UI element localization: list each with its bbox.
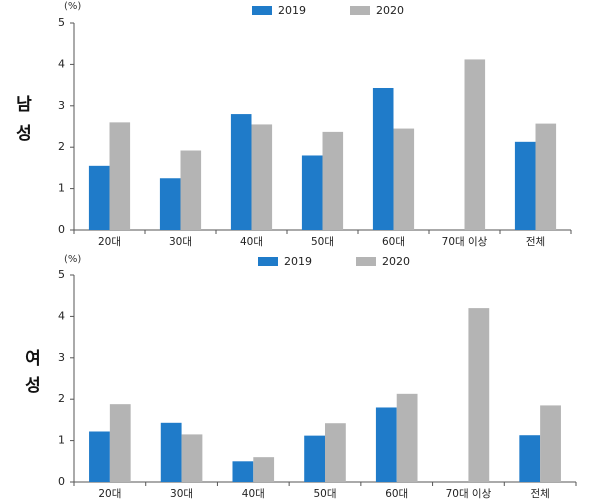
bar-2019-2 — [232, 461, 254, 482]
bar-2020-6 — [535, 123, 557, 230]
x-tick-label: 40대 — [240, 236, 263, 248]
bar-2020-4 — [396, 393, 418, 482]
bar-2020-0 — [109, 404, 131, 482]
panel-label-char-2: 성 — [16, 124, 32, 144]
legend-swatch-2019 — [258, 257, 278, 266]
y-tick-label: 2 — [58, 140, 65, 153]
x-tick-label: 60대 — [382, 236, 405, 248]
bar-2019-4 — [375, 407, 397, 482]
bar-2019-2 — [230, 114, 252, 230]
bar-2019-0 — [88, 165, 110, 230]
unit-label: (%) — [64, 254, 81, 265]
bar-2019-1 — [160, 422, 182, 482]
chart-panel-2: (%) 2019 2020 여성 0 1 2 3 4 5 20대 30대 40대 50대 60대 70대 이상… — [25, 254, 577, 500]
bar-2020-1 — [180, 150, 202, 230]
y-tick-label: 3 — [58, 99, 65, 112]
unit-label: (%) — [64, 1, 81, 12]
y-tick-label: 4 — [58, 57, 65, 70]
panel-label-char-2: 성 — [25, 376, 41, 396]
y-tick-label: 4 — [58, 309, 65, 322]
x-tick-label: 50대 — [313, 488, 336, 500]
legend-label-2019: 2019 — [278, 4, 306, 17]
bar-2020-3 — [325, 423, 346, 482]
legend-label-2020: 2020 — [382, 255, 410, 268]
legend-label-2020: 2020 — [376, 4, 404, 17]
bar-2019-4 — [372, 87, 394, 230]
y-tick-label: 2 — [58, 392, 65, 405]
x-tick-label: 40대 — [242, 488, 265, 500]
panel-label-char-1: 여 — [25, 349, 41, 369]
x-tick-label: 30대 — [169, 236, 192, 248]
bar-2020-6 — [540, 405, 561, 482]
bar-2019-3 — [301, 155, 323, 230]
x-tick-label: 70대 이상 — [446, 488, 492, 500]
legend-swatch-2019 — [252, 6, 272, 15]
bar-2020-0 — [109, 122, 131, 230]
bar-2019-1 — [159, 178, 181, 230]
bar-2019-0 — [89, 431, 110, 482]
y-tick-label: 0 — [58, 475, 65, 488]
bar-2019-6 — [514, 141, 536, 230]
x-tick-label: 20대 — [98, 236, 121, 248]
legend-label-2019: 2019 — [284, 255, 312, 268]
y-tick-label: 5 — [58, 16, 65, 29]
x-tick-label: 30대 — [170, 488, 193, 500]
bar-2020-2 — [253, 457, 275, 482]
x-tick-label: 60대 — [385, 488, 408, 500]
bar-2020-4 — [393, 128, 415, 230]
bar-2020-1 — [181, 434, 203, 482]
x-tick-label: 20대 — [98, 488, 121, 500]
x-tick-label: 50대 — [311, 236, 334, 248]
bar-2020-2 — [251, 124, 273, 230]
legend-swatch-2020 — [350, 6, 370, 15]
x-tick-label: 전체 — [526, 236, 545, 248]
chart-panel-1: (%) 2019 2020 남성 0 1 2 3 4 5 20대 30대 40대 50대 60대 70대 이상… — [16, 1, 572, 248]
y-tick-label: 5 — [58, 268, 65, 281]
x-tick-label: 70대 이상 — [442, 236, 488, 248]
bar-2020-5 — [468, 308, 490, 482]
bar-2019-6 — [519, 435, 541, 482]
y-tick-label: 1 — [58, 182, 65, 195]
x-tick-label: 전체 — [530, 488, 549, 500]
y-tick-label: 0 — [58, 223, 65, 236]
y-tick-label: 1 — [58, 434, 65, 447]
legend-swatch-2020 — [356, 257, 376, 266]
bar-2019-3 — [304, 435, 325, 482]
bar-2020-5 — [464, 59, 486, 230]
y-tick-label: 3 — [58, 351, 65, 364]
bar-2020-3 — [322, 131, 344, 230]
panel-label-char-1: 남 — [16, 95, 32, 115]
